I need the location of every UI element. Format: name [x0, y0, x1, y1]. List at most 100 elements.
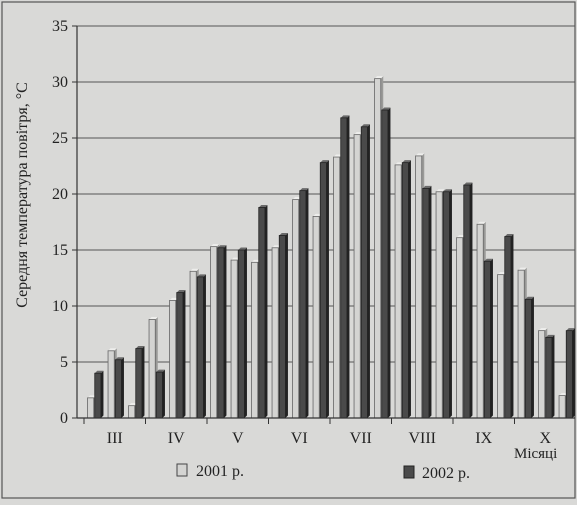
- x-tick-label: VI: [291, 430, 308, 447]
- bar-face: [476, 223, 484, 419]
- y-tick-labels: 0 5 10 15 20 25 30 35: [52, 18, 68, 427]
- bar-side: [162, 369, 165, 418]
- x-tick-labels: III IV V VI VII VIII IX X: [107, 430, 552, 447]
- bar-face: [524, 298, 532, 419]
- bar-side: [223, 245, 227, 418]
- bar-top: [443, 189, 452, 192]
- bar-top: [258, 204, 268, 208]
- bar-top: [197, 274, 206, 277]
- y-tick-label: 10: [52, 298, 68, 315]
- bar: [524, 296, 534, 419]
- bar-face: [538, 330, 546, 419]
- bar-top: [354, 132, 363, 135]
- bar: [299, 188, 309, 419]
- bar-side: [551, 334, 555, 418]
- x-tick-label: V: [232, 430, 244, 447]
- bar-top: [566, 328, 575, 331]
- bar-top: [87, 395, 97, 398]
- bar-face: [230, 259, 238, 419]
- bar-face: [340, 117, 348, 419]
- bar-side: [203, 274, 206, 418]
- bar-top: [251, 259, 261, 263]
- bar-top: [272, 245, 281, 248]
- bar-face: [422, 187, 430, 419]
- bar-top: [190, 268, 199, 272]
- y-tick-label: 25: [52, 130, 68, 147]
- bar: [217, 245, 227, 419]
- bar-top: [135, 346, 145, 349]
- bar-side: [408, 160, 411, 418]
- bar-top: [238, 247, 247, 250]
- bar-top: [504, 234, 514, 237]
- bar-top: [279, 232, 288, 236]
- bar-face: [94, 372, 102, 419]
- bar: [545, 334, 555, 419]
- bar-side: [531, 296, 534, 418]
- bar-side: [244, 247, 247, 418]
- bar-top: [94, 370, 104, 374]
- bar-face: [401, 162, 409, 419]
- bar-top: [545, 334, 555, 338]
- legend-swatch-2001: [176, 463, 188, 477]
- bar-face: [545, 336, 553, 419]
- x-tick-label: VII: [350, 430, 372, 447]
- x-tick-label: III: [107, 430, 123, 447]
- x-tick-label: VIII: [408, 430, 436, 447]
- bar-face: [128, 405, 136, 419]
- bar-top: [115, 357, 124, 360]
- bar-side: [449, 189, 452, 418]
- bar-face: [292, 199, 300, 419]
- bar-top: [176, 290, 186, 293]
- bar-top: [402, 160, 411, 163]
- bars: [87, 76, 575, 419]
- bar-top: [210, 244, 220, 247]
- bar-top: [333, 154, 343, 158]
- y-tick-label: 5: [60, 354, 68, 371]
- bar: [196, 274, 206, 419]
- bar-side: [469, 182, 473, 418]
- bar-face: [189, 270, 197, 419]
- bar-top: [156, 369, 165, 373]
- bar-top: [313, 213, 322, 217]
- bar: [114, 357, 124, 419]
- bar: [135, 346, 145, 419]
- bar-top: [231, 257, 240, 261]
- bar-face: [394, 164, 402, 419]
- bar-face: [360, 126, 368, 419]
- bar: [319, 160, 329, 419]
- bar-side: [387, 107, 391, 418]
- bar-face: [107, 350, 115, 419]
- bar-face: [497, 274, 505, 419]
- bar-top: [436, 189, 445, 192]
- bar: [422, 185, 432, 419]
- bar-side: [428, 185, 432, 418]
- bar-face: [374, 78, 382, 419]
- bar-top: [497, 272, 507, 275]
- bar-top: [538, 328, 548, 331]
- y-tick-label: 35: [52, 18, 68, 35]
- bar-face: [87, 397, 95, 419]
- bar-face: [176, 292, 184, 419]
- bar-side: [346, 115, 350, 418]
- bar-side: [141, 346, 145, 418]
- bar-top: [525, 296, 534, 300]
- bar-face: [483, 260, 491, 419]
- bar-face: [299, 190, 307, 419]
- bar-face: [381, 109, 389, 419]
- bar-top: [415, 153, 425, 156]
- bar: [483, 258, 493, 419]
- bar-top: [395, 162, 404, 165]
- bar: [565, 328, 575, 419]
- bar: [504, 234, 514, 419]
- bar-face: [312, 215, 320, 419]
- bar-top: [169, 297, 179, 301]
- bar-face: [442, 191, 450, 419]
- bar-top: [361, 124, 370, 127]
- bar-face: [353, 134, 361, 419]
- y-tick-label: 15: [52, 242, 68, 259]
- x-tick-label: IV: [168, 430, 185, 447]
- bar: [94, 370, 104, 419]
- bar-face: [504, 236, 512, 419]
- bar-side: [490, 258, 493, 418]
